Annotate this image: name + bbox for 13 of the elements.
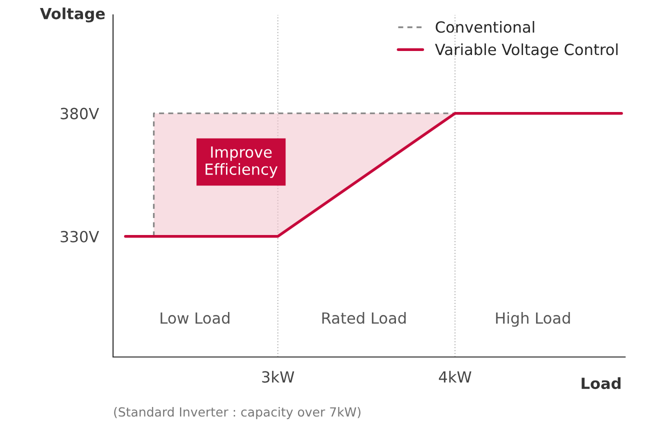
legend-label: Variable Voltage Control [435, 43, 618, 58]
annotation: Low Load [160, 312, 230, 324]
annotation: Improve Efficiency [206, 146, 278, 178]
x-tick-label: 3kW [262, 370, 294, 383]
y-axis-title: Voltage [40, 8, 105, 22]
text: (Standard Inverter : capacity over 7kW) [114, 407, 360, 420]
x-axis-title: Load [582, 377, 620, 390]
x-tick-label: 4kW [438, 370, 472, 382]
y-tick-label: 330V [60, 230, 100, 242]
legend-label: Conventional [436, 20, 534, 33]
annotation: High Load [496, 312, 570, 327]
y-tick-label: 380V [60, 108, 100, 120]
annotation: Rated Load [322, 312, 406, 324]
